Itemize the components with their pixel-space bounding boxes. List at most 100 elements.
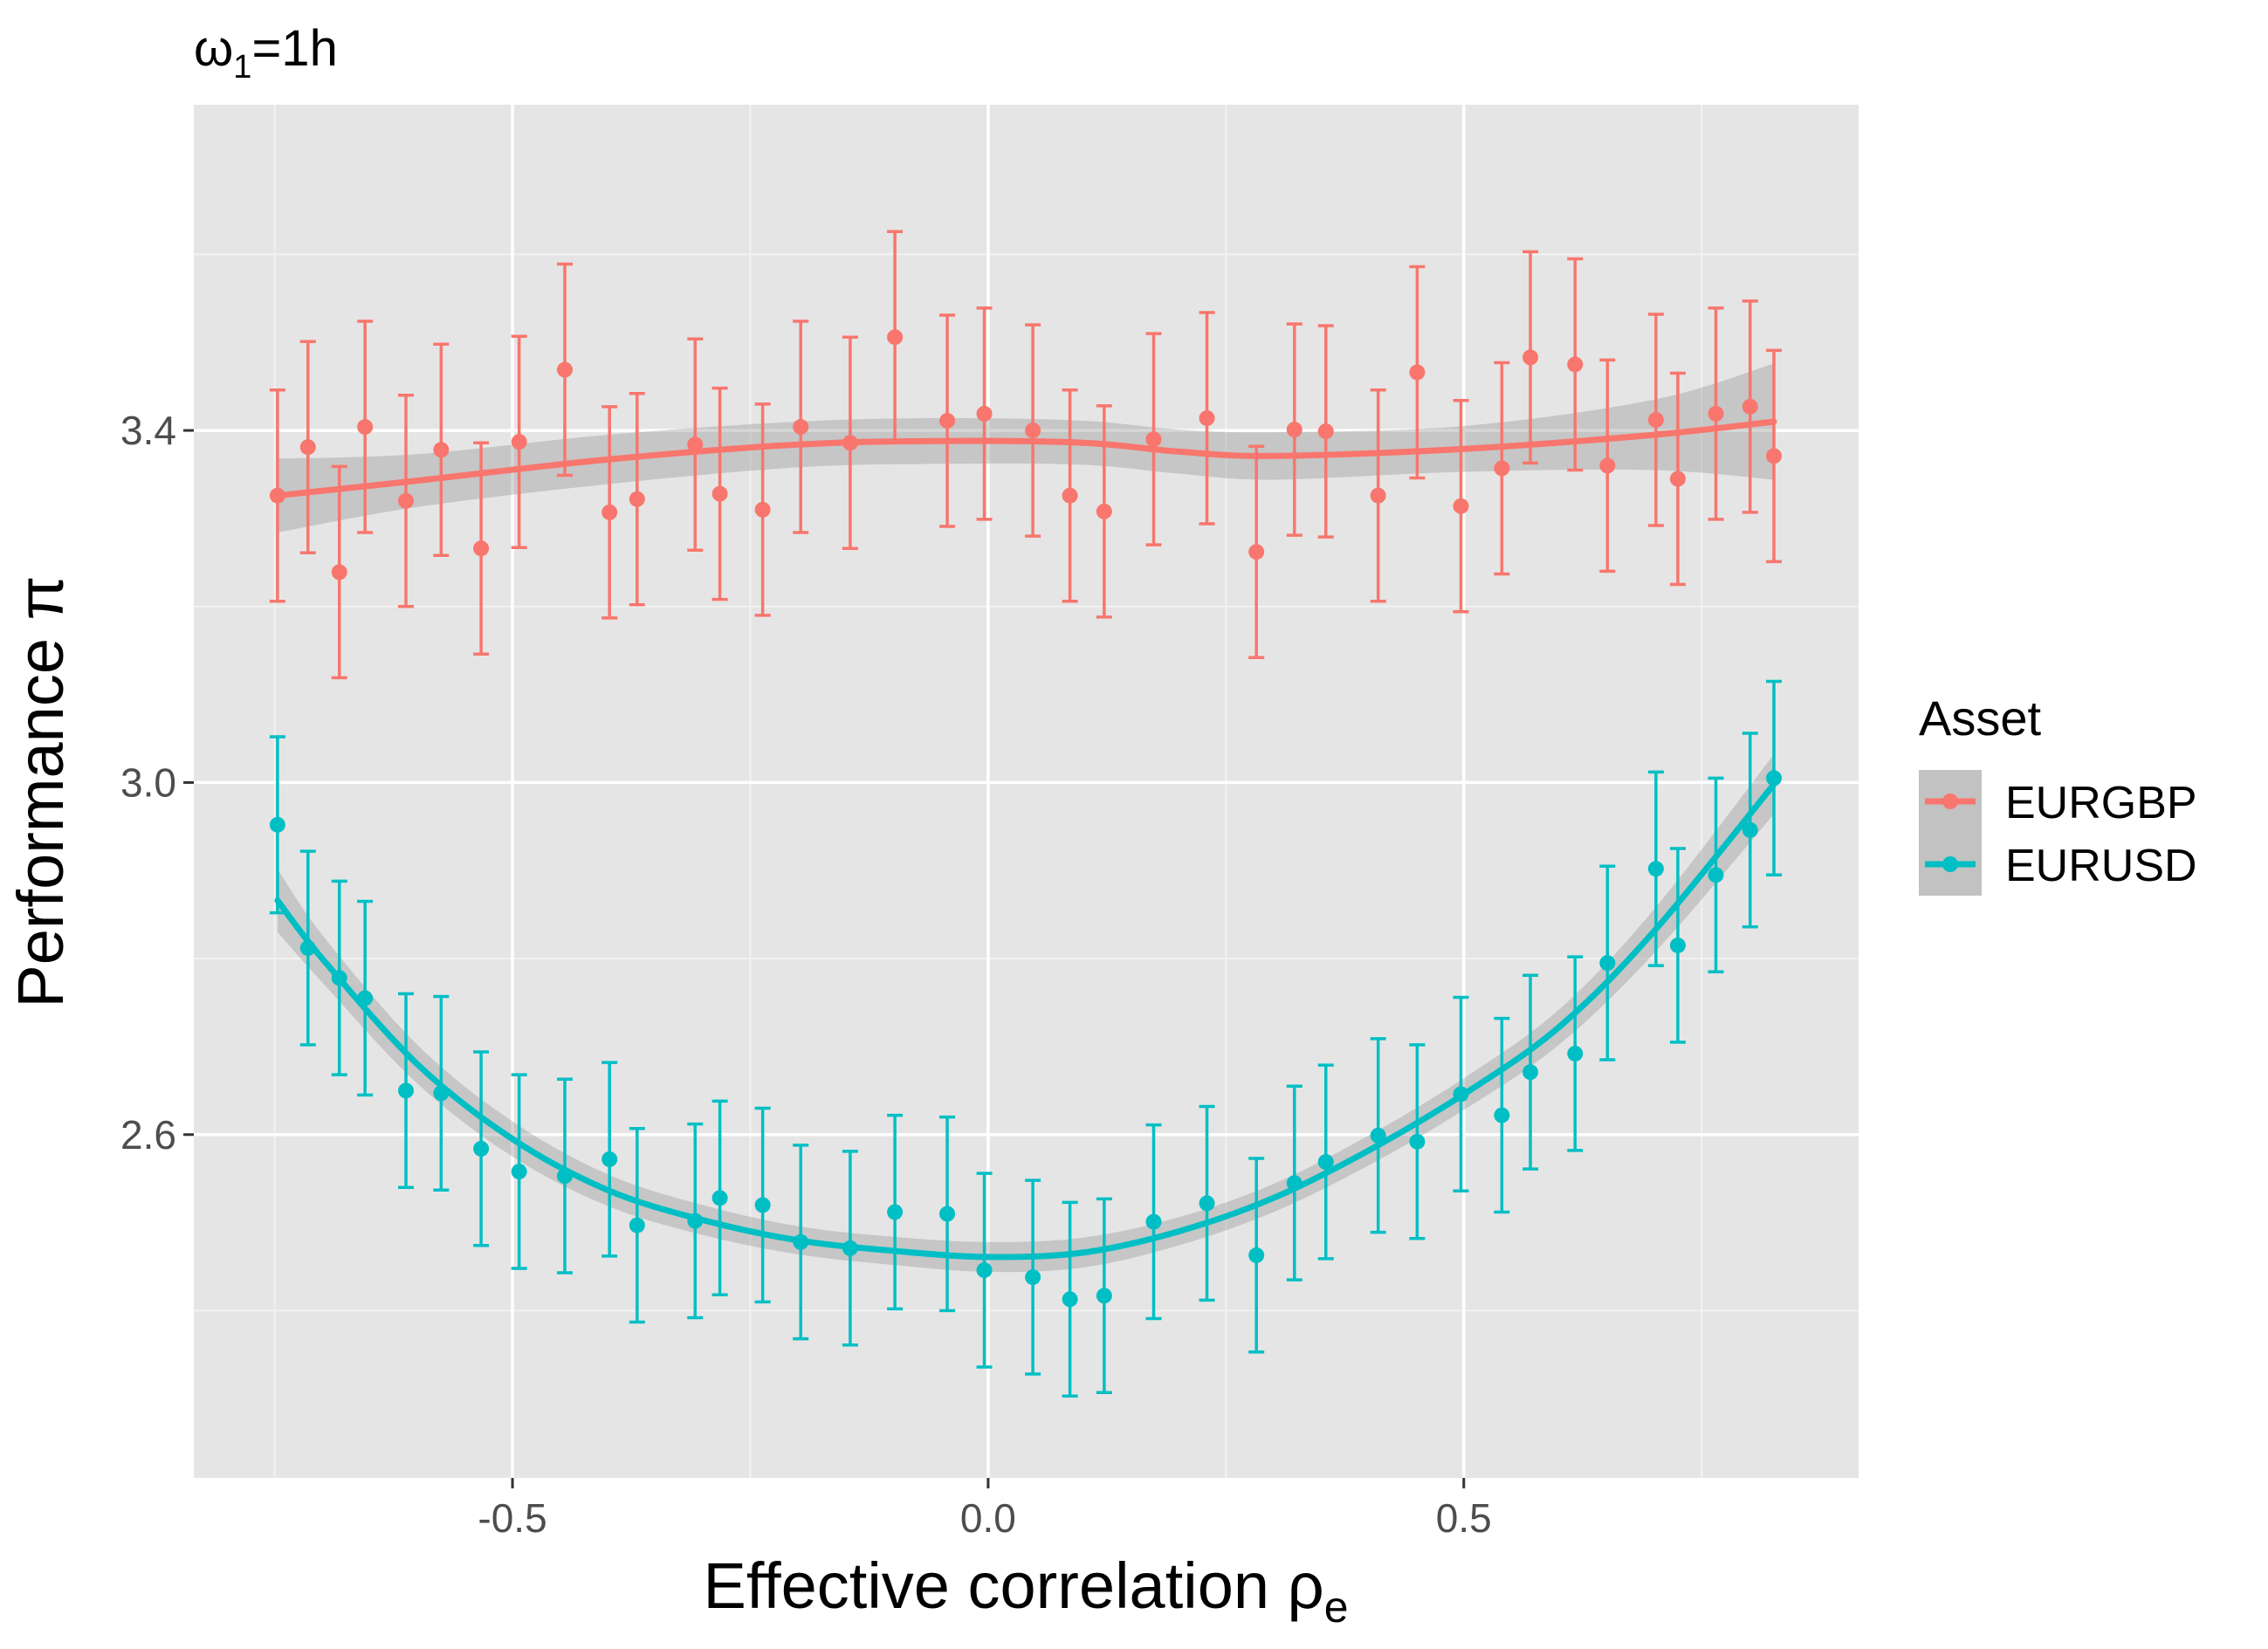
x-tick-label: 0.0 (960, 1495, 1016, 1541)
point-eurgbp (1599, 457, 1616, 474)
point-eurgbp (1669, 471, 1686, 487)
point-eurusd (511, 1164, 527, 1180)
point-eurusd (1062, 1291, 1078, 1308)
point-eurusd (887, 1204, 904, 1220)
smooth-line-eurgbp (274, 418, 1777, 499)
point-eurusd (1096, 1288, 1112, 1304)
confidence-band-eurusd (277, 754, 1774, 1273)
point-eurusd (601, 1151, 618, 1167)
point-eurgbp (1145, 431, 1162, 448)
point-eurgbp (433, 442, 450, 458)
smooth-line-eurusd (274, 780, 1777, 1261)
point-eurgbp (887, 329, 904, 346)
point-eurusd (1025, 1269, 1041, 1286)
point-eurusd (1708, 867, 1724, 883)
plot-title: ω1=1h (194, 20, 338, 86)
x-axis-title-main: Effective correlation (704, 1549, 1288, 1622)
point-eurgbp (1647, 411, 1664, 428)
point-eurusd (1317, 1154, 1334, 1171)
x-axis-title-symbol: ρ (1288, 1549, 1324, 1622)
point-eurusd (976, 1262, 993, 1279)
legend-label-eurgbp: EURGBP (2005, 778, 2197, 828)
point-eurgbp (1096, 503, 1112, 519)
point-eurusd (1522, 1064, 1539, 1081)
point-eurusd (1248, 1247, 1265, 1263)
point-eurgbp (1370, 487, 1386, 504)
point-eurusd (398, 1082, 415, 1099)
point-eurusd (1199, 1195, 1215, 1212)
point-eurgbp (629, 491, 645, 507)
point-eurgbp (1708, 405, 1724, 422)
legend-title: Asset (1919, 691, 2041, 745)
y-tick-label: 3.0 (120, 759, 176, 805)
point-eurgbp (1409, 364, 1426, 381)
point-eurgbp (1766, 448, 1783, 464)
point-eurgbp (1199, 409, 1215, 426)
point-eurgbp (299, 439, 316, 456)
point-eurusd (1567, 1045, 1584, 1062)
y-tick-label: 2.6 (120, 1112, 176, 1158)
legend-item-eurusd: EURUSD (1919, 833, 2197, 896)
y-axis-title-main: Performance (4, 620, 77, 1007)
point-eurusd (939, 1206, 956, 1222)
point-eurgbp (939, 412, 956, 429)
point-eurgbp (357, 419, 374, 436)
point-eurgbp (711, 485, 728, 502)
confidence-bands (277, 363, 1774, 1273)
y-axis-title-symbol: π (4, 575, 77, 620)
point-eurusd (1145, 1213, 1162, 1230)
point-eurgbp (754, 501, 771, 518)
legend-label-eurusd: EURUSD (2005, 841, 2197, 891)
x-axis-ticks: -0.5 0.0 0.5 (478, 1478, 1492, 1541)
point-eurgbp (511, 434, 527, 450)
point-eurusd (1494, 1107, 1510, 1123)
point-eurgbp (1317, 423, 1334, 440)
point-eurusd (473, 1140, 490, 1157)
legend-point-eurgbp (1942, 794, 1958, 809)
y-axis-title: Performance π (4, 575, 77, 1007)
point-eurgbp (601, 504, 618, 520)
point-eurusd (1599, 955, 1616, 972)
point-eurgbp (398, 492, 415, 509)
y-axis-ticks: 2.6 3.0 3.4 (120, 408, 194, 1158)
point-eurusd (1669, 937, 1686, 953)
point-eurgbp (1742, 398, 1758, 415)
y-tick-label: 3.4 (120, 408, 176, 453)
point-eurusd (1370, 1127, 1386, 1144)
point-eurgbp (793, 419, 809, 436)
point-eurusd (629, 1217, 645, 1233)
point-eurgbp (556, 361, 573, 378)
point-eurusd (269, 816, 285, 833)
point-eurgbp (1522, 349, 1539, 366)
smooth-lines (274, 418, 1777, 1261)
point-eurusd (1766, 770, 1783, 787)
x-tick-label: 0.5 (1436, 1495, 1492, 1541)
x-axis-title: Effective correlation ρe (704, 1549, 1349, 1632)
point-eurgbp (1494, 460, 1510, 477)
point-eurusd (1409, 1133, 1426, 1150)
legend-item-eurgbp: EURGBP (1919, 770, 2197, 833)
point-eurgbp (473, 540, 490, 557)
point-eurgbp (1248, 544, 1265, 560)
point-eurgbp (976, 405, 993, 422)
legend: Asset EURGBP EURUSD (1919, 691, 2197, 896)
grid-minor (194, 105, 1859, 1478)
title-rest: =1h (251, 20, 337, 77)
plot-panel (194, 105, 1859, 1478)
point-eurgbp (1062, 487, 1078, 504)
point-eurusd (711, 1190, 728, 1206)
title-symbol: ω (194, 20, 233, 77)
point-eurgbp (1025, 423, 1041, 439)
point-eurusd (1742, 821, 1758, 838)
title-subscript: 1 (233, 49, 251, 86)
legend-point-eurusd (1942, 856, 1958, 872)
point-eurgbp (1286, 422, 1302, 438)
point-eurgbp (1453, 498, 1469, 514)
point-eurusd (754, 1197, 771, 1213)
confidence-band-eurgbp (277, 363, 1774, 532)
point-eurgbp (1567, 356, 1584, 373)
point-eurgbp (331, 564, 347, 581)
point-eurusd (1647, 861, 1664, 877)
x-tick-label: -0.5 (478, 1495, 546, 1541)
